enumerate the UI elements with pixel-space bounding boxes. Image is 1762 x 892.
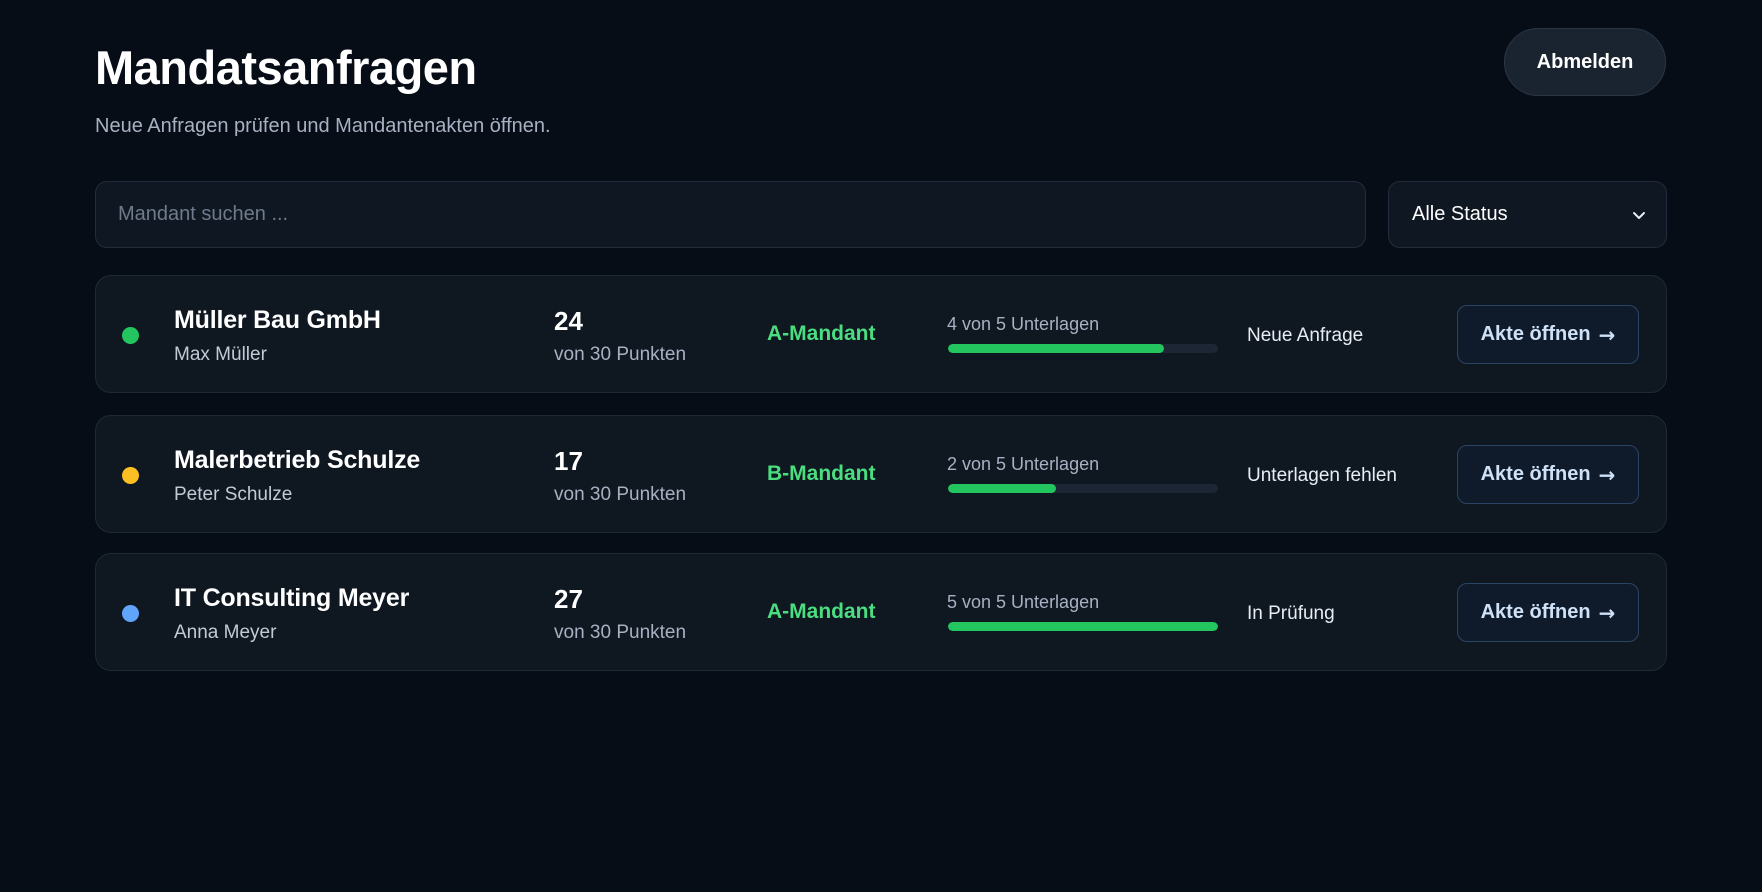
documents-progress-bar: [948, 484, 1218, 493]
documents-label: 2 von 5 Unterlagen: [947, 454, 1100, 474]
open-file-button[interactable]: Akte öffnen →: [1457, 305, 1639, 364]
request-card: Müller Bau GmbH Max Müller 24 von 30 Pun…: [95, 275, 1667, 393]
open-file-button[interactable]: Akte öffnen →: [1457, 583, 1639, 642]
request-status: Neue Anfrage: [1247, 325, 1364, 346]
open-file-button[interactable]: Akte öffnen →: [1457, 445, 1639, 504]
company-name: IT Consulting Meyer: [174, 584, 410, 612]
search-input[interactable]: [118, 203, 1365, 226]
client-tier: A-Mandant: [767, 600, 876, 623]
client-tier: A-Mandant: [767, 322, 876, 345]
score-value: 17: [554, 446, 583, 476]
client-tier: B-Mandant: [767, 462, 876, 485]
score-value: 24: [554, 306, 583, 336]
request-card: Malerbetrieb Schulze Peter Schulze 17 vo…: [95, 415, 1667, 533]
arrow-right-icon: →: [1598, 600, 1616, 625]
request-status: In Prüfung: [1247, 603, 1335, 624]
status-dot: [122, 605, 139, 622]
logout-button[interactable]: Abmelden: [1504, 28, 1666, 96]
contact-name: Max Müller: [174, 344, 267, 365]
status-filter-value: Alle Status: [1412, 203, 1508, 225]
arrow-right-icon: →: [1598, 462, 1616, 487]
status-filter-select[interactable]: Alle Status: [1388, 181, 1667, 248]
chevron-down-icon: [1633, 211, 1645, 219]
documents-progress-bar: [948, 344, 1218, 353]
score-subtext: von 30 Punkten: [554, 344, 687, 365]
request-status: Unterlagen fehlen: [1247, 465, 1397, 486]
search-box: [95, 181, 1366, 248]
documents-progress-bar: [948, 622, 1218, 631]
contact-name: Anna Meyer: [174, 622, 277, 643]
page-subtitle: Neue Anfragen prüfen und Mandantenakten …: [95, 115, 551, 137]
contact-name: Peter Schulze: [174, 484, 293, 505]
documents-label: 5 von 5 Unterlagen: [947, 592, 1100, 612]
page-title: Mandatsanfragen: [95, 41, 477, 94]
score-subtext: von 30 Punkten: [554, 622, 687, 643]
request-card: IT Consulting Meyer Anna Meyer 27 von 30…: [95, 553, 1667, 671]
documents-label: 4 von 5 Unterlagen: [947, 314, 1100, 334]
score-subtext: von 30 Punkten: [554, 484, 687, 505]
open-file-label: Akte öffnen: [1480, 323, 1591, 345]
company-name: Malerbetrieb Schulze: [174, 446, 421, 474]
arrow-right-icon: →: [1598, 322, 1616, 347]
documents-progress-fill: [948, 484, 1056, 493]
status-dot: [122, 467, 139, 484]
open-file-label: Akte öffnen: [1480, 463, 1591, 485]
documents-progress-fill: [948, 622, 1218, 631]
documents-progress-fill: [948, 344, 1164, 353]
company-name: Müller Bau GmbH: [174, 306, 381, 334]
open-file-label: Akte öffnen: [1480, 601, 1591, 623]
score-value: 27: [554, 584, 583, 614]
status-dot: [122, 327, 139, 344]
